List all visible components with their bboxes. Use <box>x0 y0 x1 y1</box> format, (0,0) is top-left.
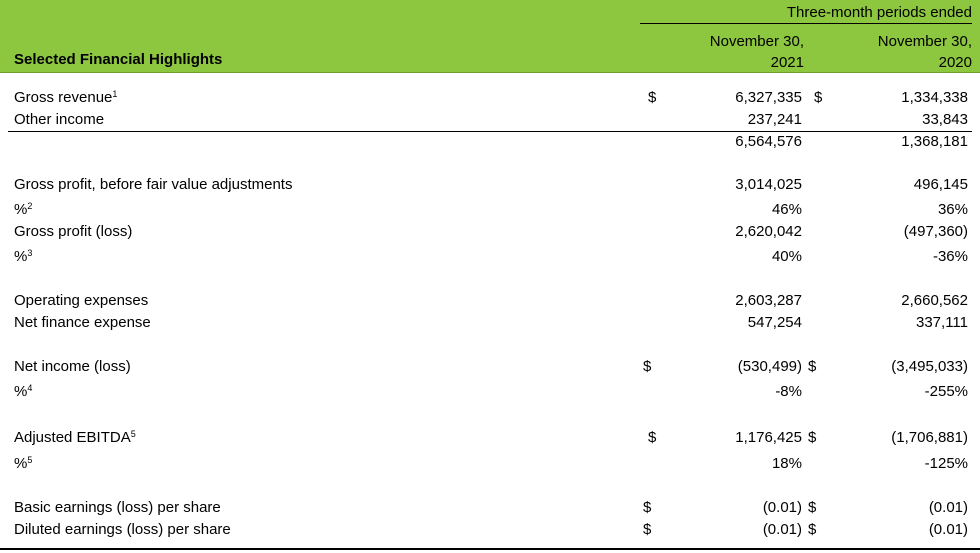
row-net-income: Net income (loss) $ (530,499) $ (3,495,0… <box>0 356 980 378</box>
currency-symbol: $ <box>808 521 817 538</box>
row-gross-profit-before-fv: Gross profit, before fair value adjustme… <box>0 174 980 196</box>
value-2020: (1,706,881) <box>891 429 968 446</box>
column-header-2020: November 30, 2020 <box>812 31 972 73</box>
currency-symbol: $ <box>814 89 823 106</box>
row-total-revenue: 6,564,576 1,368,181 <box>0 131 980 153</box>
row-label: Net finance expense <box>14 314 151 331</box>
row-other-income: Other income 237,241 33,843 <box>0 109 980 131</box>
value-2021: -8% <box>775 383 802 400</box>
table-title: Selected Financial Highlights <box>14 51 223 68</box>
row-label-text: Gross revenue <box>14 89 113 106</box>
value-2020: 2,660,562 <box>901 292 968 309</box>
column-header-2020-line1: November 30, <box>877 33 972 50</box>
column-header-2020-line2: 2020 <box>938 54 972 71</box>
currency-symbol: $ <box>808 499 817 516</box>
value-2021: 18% <box>771 455 802 472</box>
footnote-marker: 4 <box>27 383 33 393</box>
value-2020: -125% <box>924 455 968 472</box>
row-label-text: % <box>14 455 28 472</box>
value-2020: 36% <box>937 201 968 218</box>
row-percent-3: %3 40% -36% <box>0 246 980 268</box>
footnote-marker: 2 <box>27 201 33 211</box>
value-2020: -255% <box>924 383 968 400</box>
column-header-2021: November 30, 2021 <box>640 31 804 73</box>
row-label-text: % <box>14 201 28 218</box>
currency-symbol: $ <box>643 521 652 538</box>
value-2021: 3,014,025 <box>735 176 802 193</box>
value-2021: 1,176,425 <box>735 429 802 446</box>
value-2021: 2,620,042 <box>735 223 802 240</box>
currency-symbol: $ <box>808 358 817 375</box>
value-2020: (0.01) <box>928 499 968 516</box>
footnote-marker: 5 <box>27 455 33 465</box>
row-gross-profit-loss: Gross profit (loss) 2,620,042 (497,360) <box>0 221 980 243</box>
row-label-text: % <box>14 383 28 400</box>
value-2021: 6,564,576 <box>735 133 802 150</box>
value-2021: (0.01) <box>762 521 802 538</box>
row-label: Adjusted EBITDA5 <box>14 427 136 449</box>
row-label: Operating expenses <box>14 292 149 309</box>
row-basic-eps: Basic earnings (loss) per share $ (0.01)… <box>0 497 980 519</box>
row-label: Basic earnings (loss) per share <box>14 499 221 516</box>
table-bottom-rule <box>0 548 980 550</box>
currency-symbol: $ <box>648 89 657 106</box>
row-label: Gross profit (loss) <box>14 223 133 240</box>
currency-symbol: $ <box>808 429 817 446</box>
value-2021: 2,603,287 <box>735 292 802 309</box>
table-header: Three-month periods ended November 30, 2… <box>0 0 980 73</box>
row-label-text: Adjusted EBITDA <box>14 429 131 446</box>
row-gross-revenue: Gross revenue1 $ 6,327,335 $ 1,334,338 <box>0 87 980 109</box>
subtotal-rule <box>8 131 972 132</box>
row-adjusted-ebitda: Adjusted EBITDA5 $ 1,176,425 $ (1,706,88… <box>0 427 980 449</box>
value-2020: (0.01) <box>928 521 968 538</box>
row-label: %4 <box>14 381 32 403</box>
row-label: Other income <box>14 111 105 128</box>
value-2020: 1,368,181 <box>901 133 968 150</box>
column-header-2021-line1: November 30, <box>709 33 804 50</box>
value-2021: 547,254 <box>747 314 802 331</box>
row-label-text: % <box>14 248 28 265</box>
row-label: %5 <box>14 453 32 475</box>
value-2020: (3,495,033) <box>891 358 968 375</box>
column-header-2021-line2: 2021 <box>770 54 804 71</box>
value-2020: (497,360) <box>903 223 968 240</box>
row-label: Net income (loss) <box>14 358 131 375</box>
row-operating-expenses: Operating expenses 2,603,287 2,660,562 <box>0 290 980 312</box>
footnote-marker: 5 <box>130 429 136 439</box>
value-2021: 46% <box>771 201 802 218</box>
row-percent-2: %2 46% 36% <box>0 199 980 221</box>
row-percent-5: %5 18% -125% <box>0 453 980 475</box>
value-2021: 40% <box>771 248 802 265</box>
row-label: Gross revenue1 <box>14 87 117 109</box>
value-2021: 237,241 <box>747 111 802 128</box>
value-2021: 6,327,335 <box>735 89 802 106</box>
row-label: %3 <box>14 246 32 268</box>
footnote-marker: 1 <box>112 89 118 99</box>
currency-symbol: $ <box>648 429 657 446</box>
row-net-finance-expense: Net finance expense 547,254 337,111 <box>0 312 980 334</box>
currency-symbol: $ <box>643 499 652 516</box>
value-2020: 1,334,338 <box>901 89 968 106</box>
currency-symbol: $ <box>643 358 652 375</box>
row-label: Gross profit, before fair value adjustme… <box>14 176 293 193</box>
value-2020: 337,111 <box>916 314 968 331</box>
row-diluted-eps: Diluted earnings (loss) per share $ (0.0… <box>0 519 980 541</box>
period-super-heading: Three-month periods ended <box>640 4 972 24</box>
value-2021: (530,499) <box>737 358 802 375</box>
row-label: Diluted earnings (loss) per share <box>14 521 231 538</box>
footnote-marker: 3 <box>27 248 33 258</box>
value-2021: (0.01) <box>762 499 802 516</box>
row-percent-4: %4 -8% -255% <box>0 381 980 403</box>
value-2020: 33,843 <box>922 111 968 128</box>
row-label: %2 <box>14 199 32 221</box>
value-2020: 496,145 <box>913 176 968 193</box>
value-2020: -36% <box>932 248 968 265</box>
